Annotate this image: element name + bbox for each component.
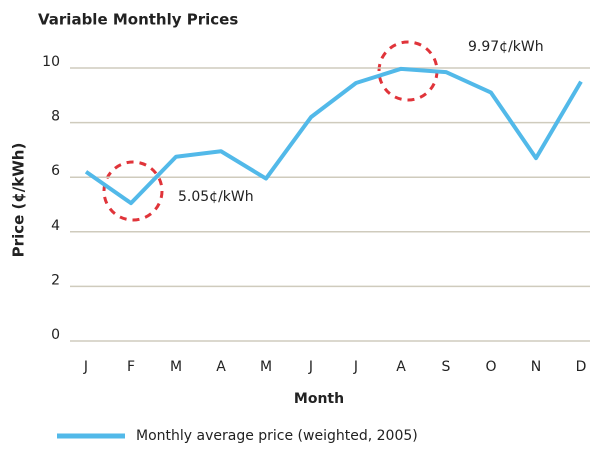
y-axis-label: Price (¢/kWh) [10,143,28,258]
x-axis-label: Month [294,391,344,407]
x-tick-label: J [83,359,88,375]
x-tick-label: J [308,359,313,375]
legend-label: Monthly average price (weighted, 2005) [136,428,418,444]
highlight-circle [102,160,164,222]
x-tick-label: F [127,359,135,375]
chart-title: Variable Monthly Prices [38,11,238,29]
x-tick-label: M [170,359,182,375]
x-tick-label: O [485,359,496,375]
x-tick-label: S [442,359,451,375]
x-tick-label: D [576,359,587,375]
annotation: 5.05¢/kWh [178,189,254,205]
y-tick-label: 8 [51,109,60,125]
y-tick-label: 0 [51,327,60,343]
annotation: 9.97¢/kWh [468,39,544,55]
y-tick-label: 6 [51,163,60,179]
y-tick-label: 4 [51,218,60,234]
y-tick-label: 2 [51,272,60,288]
x-tick-label: N [531,359,541,375]
x-tick-label: M [260,359,272,375]
x-tick-label: J [353,359,358,375]
x-tick-label: A [396,359,406,375]
x-tick-label: A [216,359,226,375]
line-series [84,66,583,206]
y-tick-label: 10 [42,54,60,70]
